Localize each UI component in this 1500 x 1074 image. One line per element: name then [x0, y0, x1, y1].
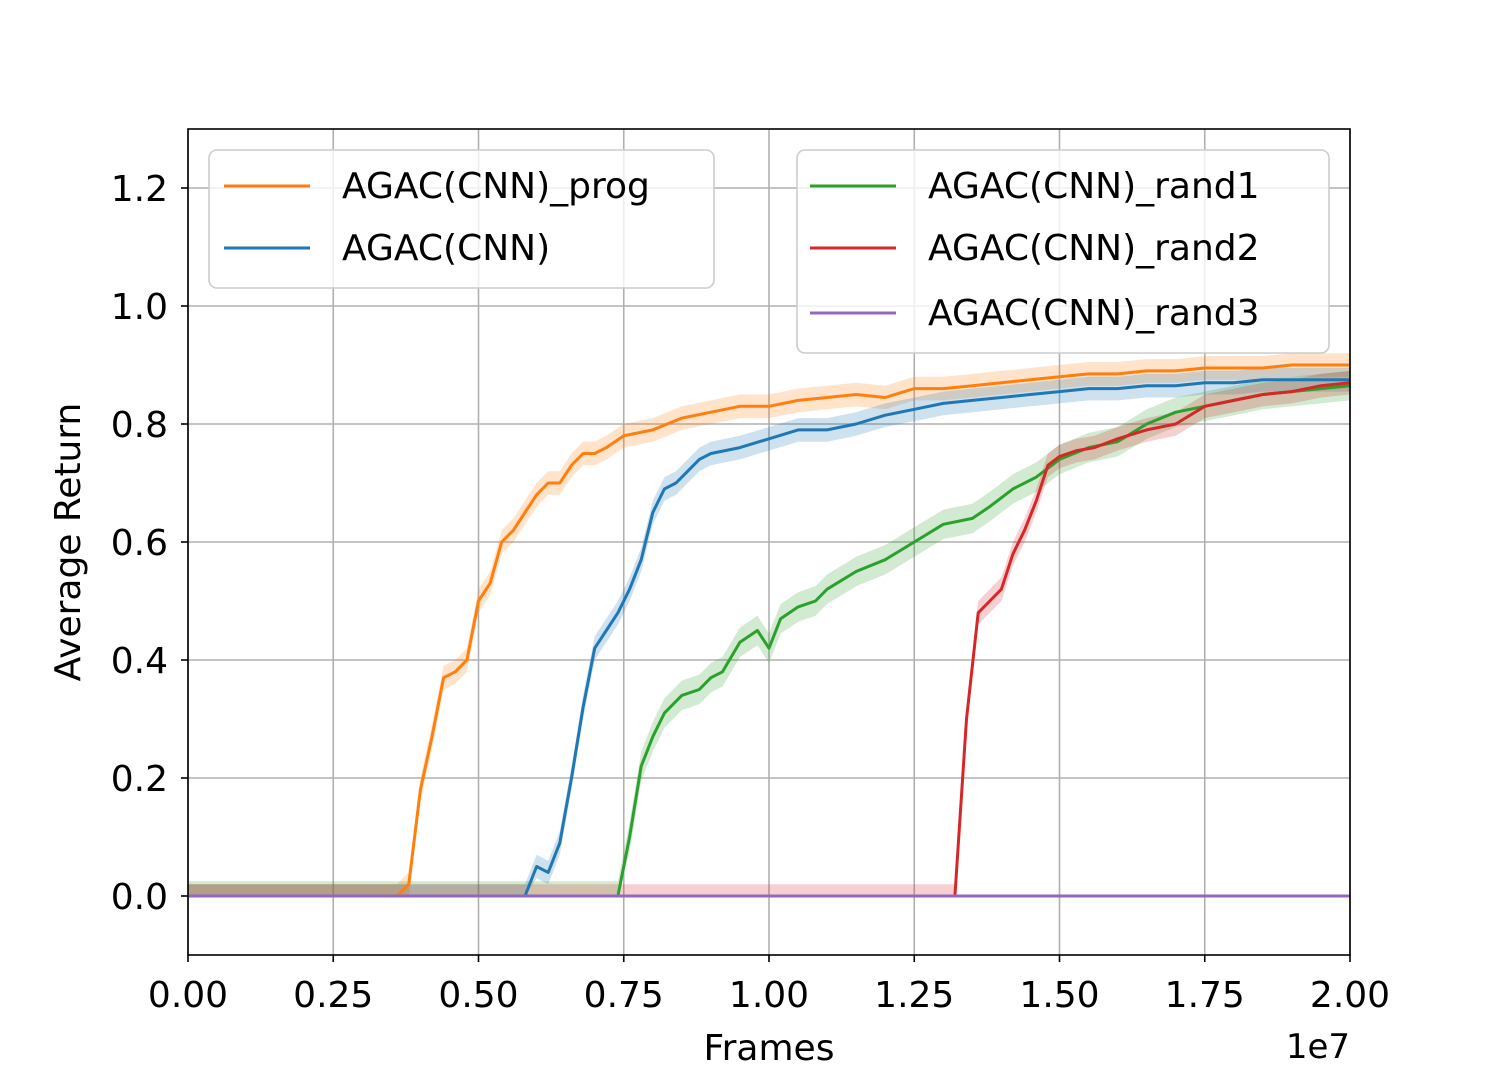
x-ticks: 0.00 0.25 0.50 0.75 1.00 1.25 1.50 1.75 2.00 — [148, 955, 1390, 1016]
y-tick-label: 0.0 — [111, 877, 168, 918]
y-tick-label: 1.0 — [111, 287, 168, 328]
x-tick-label: 0.25 — [293, 975, 373, 1016]
legend-label-rand2: AGAC(CNN)_rand2 — [928, 228, 1260, 269]
line-agac-cnn-prog — [188, 363, 1350, 898]
x-tick-label: 0.50 — [438, 975, 518, 1016]
y-tick-label: 0.4 — [111, 641, 168, 682]
x-tick-label: 0.00 — [148, 975, 228, 1016]
y-axis-label: Average Return — [48, 403, 89, 682]
line-agac-cnn-rand2 — [188, 381, 1351, 898]
x-axis-label: Frames — [704, 1028, 835, 1069]
legend-top-right: AGAC(CNN)_rand1 AGAC(CNN)_rand2 AGAC(CNN… — [796, 149, 1330, 354]
series-lines — [188, 363, 1351, 898]
line-agac-cnn — [188, 378, 1350, 898]
legend-box — [796, 149, 1330, 354]
legend-label-cnn: AGAC(CNN) — [342, 228, 550, 269]
y-tick-label: 0.8 — [111, 405, 168, 446]
x-tick-label: 1.25 — [874, 975, 954, 1016]
y-tick-label: 0.2 — [111, 759, 168, 800]
legend-top-left: AGAC(CNN)_prog AGAC(CNN) — [208, 149, 715, 289]
legend-box — [208, 149, 715, 289]
x-tick-label: 2.00 — [1310, 975, 1390, 1016]
x-tick-label: 0.75 — [584, 975, 664, 1016]
x-tick-label: 1.50 — [1019, 975, 1099, 1016]
x-offset-label: 1e7 — [1286, 1027, 1350, 1067]
y-ticks: 0.0 0.2 0.4 0.6 0.8 1.0 1.2 — [111, 169, 188, 918]
x-tick-label: 1.00 — [729, 975, 809, 1016]
legend-label-rand3: AGAC(CNN)_rand3 — [928, 293, 1260, 334]
legend-label-prog: AGAC(CNN)_prog — [342, 166, 650, 207]
x-tick-label: 1.75 — [1165, 975, 1245, 1016]
line-agac-cnn-rand1 — [188, 384, 1351, 898]
y-tick-label: 0.6 — [111, 523, 168, 564]
legend-label-rand1: AGAC(CNN)_rand1 — [928, 166, 1260, 207]
y-tick-label: 1.2 — [111, 169, 168, 210]
